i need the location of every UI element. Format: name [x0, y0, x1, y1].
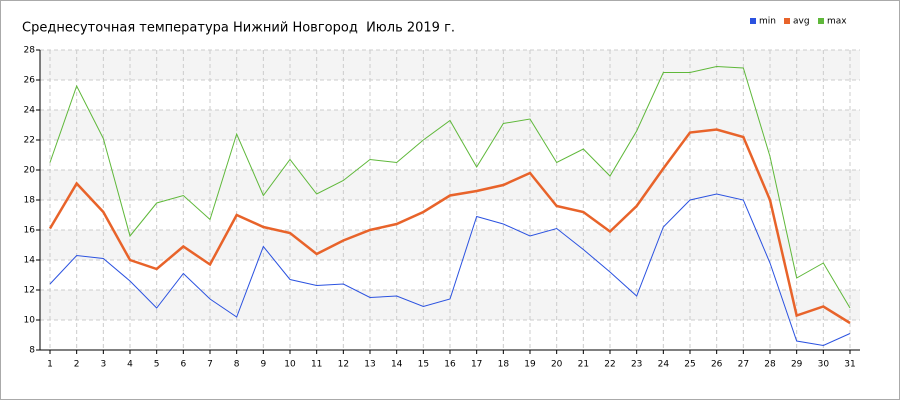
x-tick-label: 27	[738, 360, 749, 370]
x-tick-label: 30	[818, 360, 830, 370]
x-tick-label: 13	[364, 360, 375, 370]
x-tick-label: 25	[684, 360, 695, 370]
x-tick-label: 8	[234, 360, 240, 370]
x-tick-label: 20	[551, 360, 563, 370]
x-tick-label: 29	[791, 360, 803, 370]
x-tick-label: 7	[207, 360, 213, 370]
x-tick-label: 22	[604, 360, 615, 370]
y-tick-label: 10	[24, 316, 36, 326]
x-tick-label: 4	[127, 360, 133, 370]
x-tick-label: 1	[47, 360, 53, 370]
legend-label: min	[759, 17, 776, 27]
x-tick-label: 16	[444, 360, 456, 370]
y-tick-label: 8	[29, 346, 35, 356]
chart-title: Среднесуточная температура Нижний Новгор…	[22, 21, 455, 36]
y-tick-label: 12	[24, 286, 35, 296]
x-tick-label: 11	[311, 360, 322, 370]
legend-label: avg	[793, 17, 810, 27]
x-tick-label: 18	[498, 360, 510, 370]
x-tick-label: 17	[471, 360, 482, 370]
x-tick-label: 15	[418, 360, 429, 370]
x-tick-label: 26	[711, 360, 723, 370]
legend-swatch	[750, 18, 756, 24]
series-line	[49, 193, 851, 347]
x-tick-label: 14	[391, 360, 403, 370]
y-tick-label: 24	[24, 106, 36, 116]
x-tick-label: 2	[74, 360, 80, 370]
legend-swatch	[784, 18, 790, 24]
y-tick-label: 14	[24, 256, 36, 266]
x-tick-label: 24	[658, 360, 670, 370]
x-tick-label: 19	[524, 360, 536, 370]
y-tick-label: 18	[24, 196, 36, 206]
y-tick-label: 20	[24, 166, 36, 176]
y-tick-label: 16	[24, 226, 36, 236]
x-tick-label: 23	[631, 360, 642, 370]
series-line	[49, 65, 851, 309]
x-tick-label: 10	[284, 360, 296, 370]
x-tick-label: 12	[338, 360, 349, 370]
series-line	[48, 128, 851, 325]
x-tick-label: 5	[154, 360, 160, 370]
legend-label: max	[827, 17, 847, 27]
y-tick-label: 28	[24, 46, 36, 56]
y-tick-label: 22	[24, 136, 35, 146]
x-tick-label: 3	[100, 360, 106, 370]
x-tick-label: 9	[260, 360, 266, 370]
x-tick-label: 21	[578, 360, 589, 370]
x-tick-label: 28	[764, 360, 776, 370]
x-tick-label: 6	[180, 360, 186, 370]
y-tick-label: 26	[24, 76, 36, 86]
x-tick-label: 31	[844, 360, 855, 370]
legend-swatch	[818, 18, 824, 24]
